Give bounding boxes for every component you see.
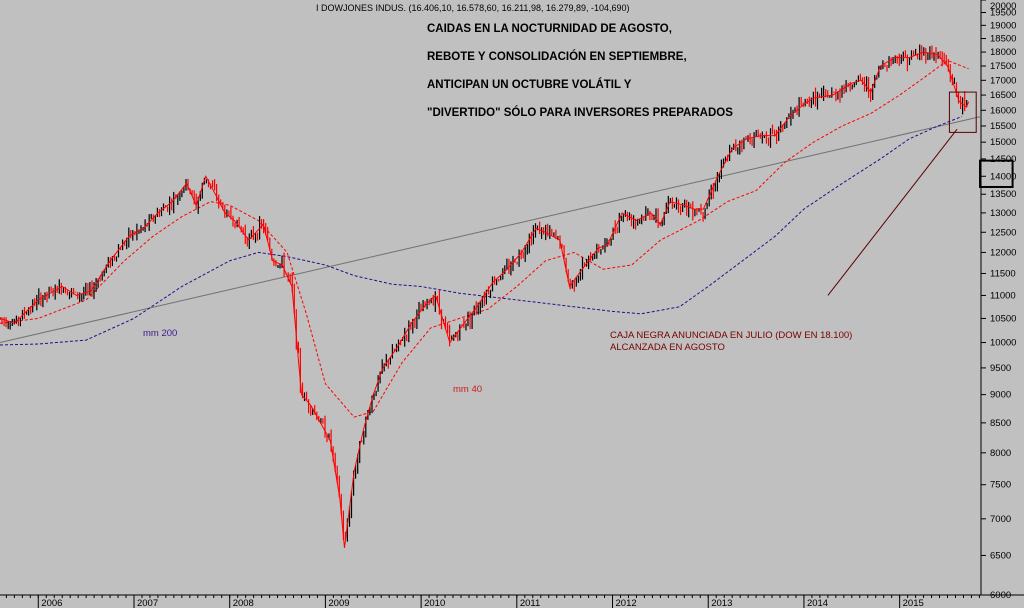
headline-line: "DIVERTIDO" SÓLO PARA INVERSORES PREPARA… [427, 107, 733, 119]
mm200-label: mm 200 [143, 328, 178, 339]
headline-line: ANTICIPAN UN OCTUBRE VOLÁTIL Y [427, 79, 632, 91]
x-tick-label: 2015 [903, 598, 924, 608]
y-tick-label: 8000 [990, 448, 1011, 459]
y-axis: 6000 6500 7000 7500 8000 8500 9000 9500 10000 105… [981, 0, 1016, 601]
mm200-path [0, 116, 963, 346]
black-box [979, 159, 1014, 188]
y-tick-label: 16500 [990, 90, 1016, 101]
y-tick-label: 11500 [990, 268, 1016, 279]
y-tick-label: 14000 [990, 171, 1016, 182]
y-tick-label: 18500 [990, 34, 1016, 45]
chart-title: I DOWJONES INDUS. (16.406,10, 16.578,60,… [316, 3, 630, 13]
mm40-label: mm 40 [453, 384, 483, 395]
black-box-note-line2: ALCANZADA EN AGOSTO [610, 342, 725, 353]
y-tick-label: 10000 [990, 338, 1016, 349]
mm40-line [0, 59, 969, 418]
trendline [0, 116, 982, 344]
x-axis: 2006 2007 2008 2009 2010 2011 2012 2013 2014 2015 [5, 595, 980, 608]
x-tick-label: 2011 [520, 598, 540, 608]
x-tick-label: 2007 [137, 598, 158, 608]
mm200-line [0, 116, 963, 346]
y-tick-label: 6000 [990, 590, 1011, 601]
y-tick-label: 15000 [990, 137, 1016, 148]
y-tick-label: 9500 [990, 363, 1011, 374]
price-line [0, 51, 970, 548]
y-tick-label: 13000 [990, 208, 1016, 219]
x-tick-label: 2014 [807, 598, 828, 608]
small-box [948, 91, 977, 133]
y-tick-label: 12500 [990, 227, 1016, 238]
y-tick-label: 11000 [990, 290, 1016, 301]
x-tick-label: 2006 [41, 598, 62, 608]
y-tick-label: 19500 [990, 8, 1016, 19]
headline-line: REBOTE Y CONSOLIDACIÓN EN SEPTIEMBRE, [427, 51, 687, 63]
y-tick-label: 7000 [990, 514, 1011, 525]
x-tick-label: 2009 [328, 598, 349, 608]
pointer-line [827, 128, 958, 296]
x-tick-label: 2012 [616, 598, 637, 608]
y-tick-label: 15500 [990, 121, 1016, 132]
y-tick-label: 17500 [990, 61, 1016, 72]
y-tick-label: 19000 [990, 20, 1016, 31]
y-tick-label: 12000 [990, 247, 1016, 258]
y-tick-label: 13500 [990, 189, 1016, 200]
annotation-boxes [827, 91, 1014, 296]
y-tick-label: 18000 [990, 47, 1016, 58]
headline: CAIDAS EN LA NOCTURNIDAD DE AGOSTO, REBO… [427, 8, 767, 134]
mm40-path [0, 59, 969, 418]
y-tick-label: 10500 [990, 313, 1016, 324]
price-series [0, 44, 970, 548]
y-tick-label: 16000 [990, 105, 1016, 116]
y-tick-label: 9000 [990, 390, 1011, 401]
trendline-segment [0, 116, 982, 344]
black-box-note-line1: CAJA NEGRA ANUNCIADA EN JULIO (DOW EN 18… [610, 330, 853, 341]
y-tick-label: 14500 [990, 154, 1016, 165]
y-tick-label: 8500 [990, 418, 1011, 429]
x-tick-label: 2010 [424, 598, 445, 608]
y-tick-label: 20000 [990, 1, 1016, 12]
y-tick-label: 7500 [990, 480, 1011, 491]
x-tick-label: 2013 [711, 598, 732, 608]
y-tick-label: 17000 [990, 75, 1016, 86]
headline-line: CAIDAS EN LA NOCTURNIDAD DE AGOSTO, [427, 23, 672, 35]
y-tick-label: 6500 [990, 550, 1011, 561]
x-tick-label: 2008 [233, 598, 254, 608]
